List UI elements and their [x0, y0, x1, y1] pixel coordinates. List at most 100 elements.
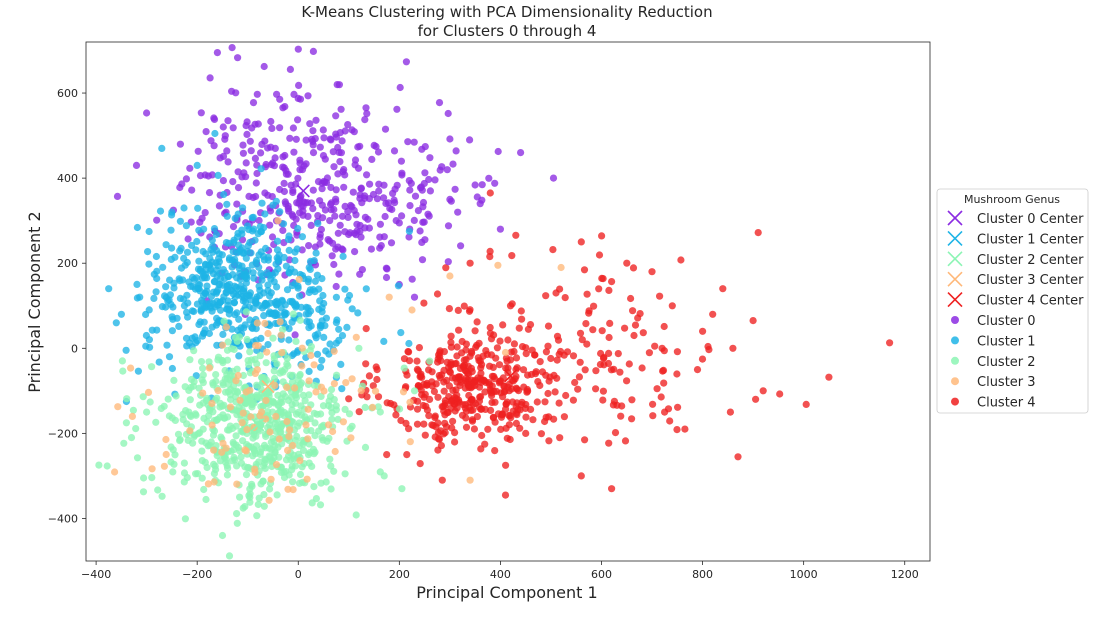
cluster-3-point	[466, 476, 474, 484]
cluster-1-point	[162, 283, 170, 291]
cluster-0-point	[253, 90, 261, 98]
cluster-4-point	[639, 329, 647, 337]
cluster-2-point	[148, 474, 156, 482]
cluster-1-point	[273, 283, 281, 291]
cluster-0-point	[268, 124, 276, 132]
cluster-4-point	[423, 406, 431, 414]
cluster-1-point	[405, 339, 413, 348]
cluster-4-point	[392, 411, 400, 419]
cluster-1-point	[311, 288, 319, 296]
cluster-2-point	[352, 511, 360, 519]
cluster-4-point	[677, 256, 685, 264]
cluster-4-point	[502, 424, 510, 432]
cluster-0-center-marker	[296, 184, 310, 198]
cluster-4-point	[362, 325, 370, 333]
cluster-0-point	[361, 194, 369, 202]
cluster-0-point	[260, 62, 268, 71]
cluster-0-point	[251, 154, 259, 162]
cluster-3-point	[208, 399, 216, 407]
cluster-2-point	[361, 443, 370, 451]
cluster-3-point	[494, 261, 502, 269]
cluster-0-point	[219, 177, 227, 185]
cluster-0-point	[233, 200, 241, 208]
cluster-0-point	[334, 229, 342, 237]
cluster-2-point	[217, 433, 225, 441]
x-tick-label: 600	[591, 568, 612, 581]
cluster-4-point	[383, 451, 391, 459]
cluster-2-point	[312, 495, 320, 503]
cluster-0-point	[398, 212, 406, 220]
cluster-1-point	[248, 214, 256, 222]
cluster-2-point	[143, 408, 151, 416]
cluster-3-point	[210, 446, 218, 454]
cluster-4-point	[547, 354, 555, 363]
cluster-3-point	[271, 381, 279, 390]
cluster-0-point	[279, 153, 287, 161]
cluster-0-point	[201, 209, 209, 217]
cluster-2-point	[242, 471, 251, 479]
cluster-4-point	[397, 416, 405, 425]
cluster-3-point	[339, 418, 347, 426]
cluster-1-point	[276, 208, 284, 216]
cluster-4-point	[661, 408, 669, 416]
cluster-3-point	[264, 329, 272, 338]
cluster-4-point	[576, 358, 584, 366]
cluster-0-point	[382, 273, 391, 282]
cluster-0-point	[294, 94, 302, 102]
cluster-0-point	[268, 233, 277, 241]
cluster-2-point	[184, 436, 192, 444]
cluster-1-point	[184, 299, 192, 307]
cluster-2-point	[250, 399, 258, 407]
cluster-1-point	[214, 262, 222, 270]
cluster-0-point	[443, 166, 451, 174]
cluster-0-point	[420, 218, 428, 226]
cluster-4-point	[590, 302, 598, 310]
cluster-2-point	[318, 434, 326, 442]
cluster-0-point	[143, 109, 151, 117]
cluster-2-point	[133, 454, 142, 462]
cluster-1-point	[294, 224, 302, 233]
cluster-4-point	[512, 231, 520, 239]
cluster-0-point	[332, 282, 340, 291]
cluster-4-point	[698, 355, 707, 363]
cluster-3-point	[286, 426, 294, 434]
cluster-4-point	[512, 354, 521, 362]
cluster-0-point	[406, 186, 414, 194]
cluster-0-point	[393, 105, 401, 113]
cluster-4-point	[623, 377, 631, 385]
legend-point-label: Cluster 1	[977, 334, 1036, 349]
cluster-1-point	[305, 367, 313, 375]
cluster-2-point	[246, 348, 254, 356]
cluster-2-point	[241, 503, 249, 511]
cluster-1-point	[284, 235, 292, 244]
cluster-4-point	[673, 370, 681, 378]
cluster-2-point	[169, 468, 177, 476]
cluster-4-point	[592, 367, 600, 375]
cluster-0-point	[347, 201, 355, 210]
x-tick-label: 200	[389, 568, 410, 581]
cluster-0-point	[362, 104, 370, 112]
cluster-2-point	[269, 334, 277, 342]
cluster-1-point	[239, 288, 248, 296]
cluster-0-point	[330, 163, 338, 171]
cluster-4-point	[486, 329, 494, 337]
cluster-0-point	[491, 179, 499, 187]
cluster-3-point	[261, 319, 269, 327]
cluster-4-point	[649, 400, 657, 408]
cluster-0-point	[229, 124, 237, 132]
cluster-0-point	[291, 331, 299, 339]
cluster-1-point	[152, 288, 160, 296]
cluster-4-point	[510, 340, 518, 348]
cluster-4-point	[462, 414, 470, 422]
cluster-1-point	[257, 269, 265, 277]
cluster-2-point	[323, 437, 331, 445]
cluster-4-point	[413, 365, 421, 373]
cluster-2-point	[327, 462, 335, 470]
cluster-2-point	[283, 354, 291, 363]
cluster-4-point	[581, 436, 589, 444]
cluster-4-point	[405, 348, 413, 356]
cluster-0-point	[376, 233, 384, 241]
chart-title: K-Means Clustering with PCA Dimensionali…	[301, 3, 712, 21]
cluster-2-point	[194, 430, 202, 438]
cluster-0-point	[242, 122, 250, 130]
